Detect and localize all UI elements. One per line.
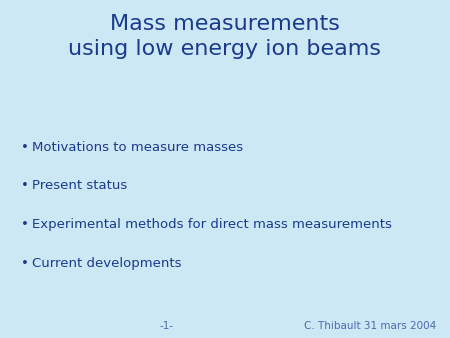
Text: Experimental methods for direct mass measurements: Experimental methods for direct mass mea… [32, 218, 392, 231]
Text: Present status: Present status [32, 179, 127, 192]
Text: -1-: -1- [159, 321, 174, 331]
Text: C. Thibault 31 mars 2004: C. Thibault 31 mars 2004 [304, 321, 436, 331]
Text: •: • [22, 141, 29, 153]
Text: •: • [22, 179, 29, 192]
Text: Current developments: Current developments [32, 257, 181, 270]
Text: Mass measurements
using low energy ion beams: Mass measurements using low energy ion b… [68, 14, 382, 59]
Text: Motivations to measure masses: Motivations to measure masses [32, 141, 243, 153]
Text: •: • [22, 218, 29, 231]
Text: •: • [22, 257, 29, 270]
